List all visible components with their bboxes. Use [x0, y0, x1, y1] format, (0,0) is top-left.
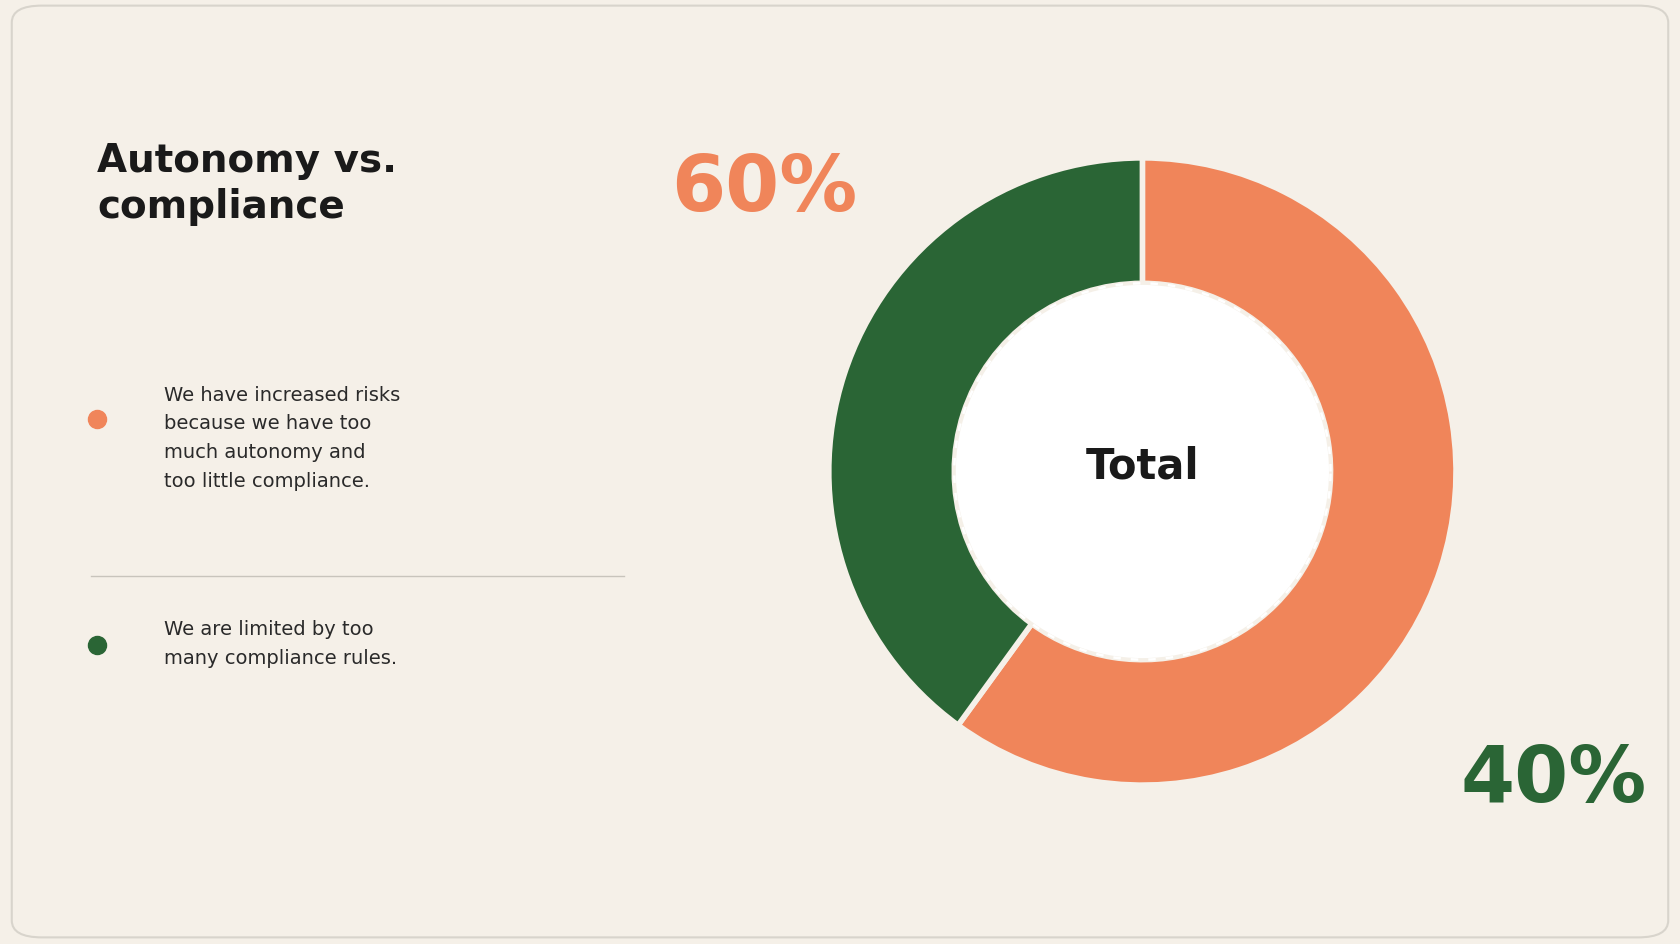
Text: 60%: 60% — [672, 151, 857, 227]
Text: We are limited by too
many compliance rules.: We are limited by too many compliance ru… — [165, 619, 396, 667]
Text: 40%: 40% — [1462, 741, 1646, 817]
Circle shape — [956, 286, 1329, 658]
Text: Total: Total — [1085, 445, 1200, 487]
Wedge shape — [958, 159, 1457, 785]
Wedge shape — [828, 159, 1142, 725]
FancyBboxPatch shape — [12, 7, 1668, 937]
Text: Autonomy vs.
compliance: Autonomy vs. compliance — [97, 142, 398, 226]
Text: We have increased risks
because we have too
much autonomy and
too little complia: We have increased risks because we have … — [165, 385, 400, 490]
